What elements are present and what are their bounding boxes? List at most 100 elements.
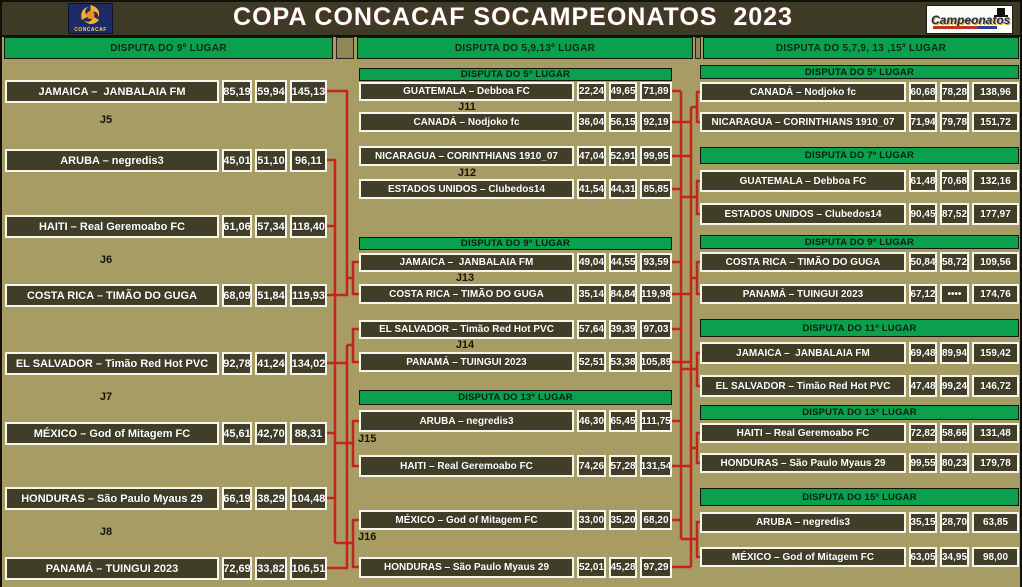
team-name: HONDURAS – São Paulo Myaus 29	[5, 487, 219, 510]
team-name: JAMAICA – JANBALAIA FM	[700, 342, 906, 364]
game-label: J12	[457, 167, 477, 179]
score-total: 63,85	[972, 512, 1019, 533]
score-game1: 85,19	[222, 80, 252, 103]
team-name: HAITI – Real Geremoabo FC	[700, 423, 906, 443]
score-game2: 53,38	[609, 352, 637, 372]
header-gap	[336, 37, 354, 59]
score-game2: 57,34	[255, 215, 287, 238]
page-title: COPA CONCACAF SOCAMPEONATOS 2023	[233, 3, 793, 31]
score-game1: 52,51	[577, 352, 606, 372]
score-game1: 33,00	[577, 510, 606, 530]
score-game2: 65,45	[609, 410, 637, 432]
score-game1: 35,15	[909, 512, 937, 533]
game-label: J8	[99, 526, 113, 538]
score-game2: 39,39	[609, 320, 637, 339]
team-name: EL SALVADOR – Timão Red Hot PVC	[359, 320, 574, 339]
concacaf-logo-label: CONCACAF	[74, 27, 107, 33]
score-total: 177,97	[972, 203, 1019, 225]
score-game2: 80,23	[940, 453, 969, 473]
concacaf-logo: CONCACAF	[68, 3, 113, 34]
team-row: MÉXICO – God of Mitagem FC 45,61 42,70 8…	[5, 422, 327, 445]
team-row: HONDURAS – São Paulo Myaus 29 52,01 45,2…	[359, 557, 672, 578]
team-name: CANADÁ – Nodjoko fc	[359, 112, 574, 132]
team-name: GUATEMALA – Debboa FC	[700, 170, 906, 192]
score-total: 174,76	[972, 284, 1019, 304]
score-game2-hidden-overflow: ••••	[940, 284, 969, 304]
score-game2: 51,84	[255, 284, 287, 307]
score-game2: 44,31	[609, 179, 637, 199]
score-total: 93,59	[640, 253, 672, 272]
section-header: DISPUTA DO 5º LUGAR	[359, 68, 672, 81]
column-header-middle: DISPUTA DO 5,9,13º LUGAR	[357, 37, 693, 59]
title-bar: COPA CONCACAF SOCAMPEONATOS 2023 CONCACA…	[2, 2, 1020, 37]
section-header: DISPUTA DO 11º LUGAR	[700, 319, 1019, 337]
score-game2: 87,52	[940, 203, 969, 225]
score-game2: 70,68	[940, 170, 969, 192]
game-label: J5	[99, 114, 113, 126]
score-total: 159,42	[972, 342, 1019, 364]
score-total: 85,85	[640, 179, 672, 199]
game-label: J14	[455, 339, 475, 351]
score-game1: 61,48	[909, 170, 937, 192]
score-game2: 99,24	[940, 375, 969, 397]
game-label: J16	[358, 531, 377, 543]
score-total: 97,03	[640, 320, 672, 339]
team-row: ARUBA – negredis3 45,01 51,10 96,11	[5, 149, 327, 172]
score-game2: 78,28	[940, 82, 969, 102]
score-total: 88,31	[290, 422, 327, 445]
team-row: HONDURAS – São Paulo Myaus 29 66,19 38,2…	[5, 487, 327, 510]
score-game1: 45,61	[222, 422, 252, 445]
section-header: DISPUTA DO 9º LUGAR	[359, 237, 672, 250]
score-game2: 38,29	[255, 487, 287, 510]
top-hat-brim	[994, 15, 1008, 17]
team-row: CANADÁ – Nodjoko fc 60,68 78,28 138,96	[700, 82, 1019, 102]
team-row: NICARAGUA – CORINTHIANS 1910_07 71,94 79…	[700, 112, 1019, 132]
score-total: 119,93	[290, 284, 327, 307]
team-name: PANAMÁ – TUINGUI 2023	[5, 557, 219, 580]
team-name: HAITI – Real Geremoabo FC	[359, 455, 574, 477]
score-game1: 69,48	[909, 342, 937, 364]
score-total: 97,29	[640, 557, 672, 578]
team-name: CANADÁ – Nodjoko fc	[700, 82, 906, 102]
score-total: 99,95	[640, 146, 672, 166]
score-total: 146,72	[972, 375, 1019, 397]
score-total: 131,48	[972, 423, 1019, 443]
score-total: 92,19	[640, 112, 672, 132]
score-total: 68,20	[640, 510, 672, 530]
score-game1: 46,30	[577, 410, 606, 432]
score-game1: 99,55	[909, 453, 937, 473]
section-header: DISPUTA DO 15º LUGAR	[700, 488, 1019, 506]
score-game2: 42,70	[255, 422, 287, 445]
team-name: JAMAICA – JANBALAIA FM	[359, 253, 574, 272]
score-game1: 49,04	[577, 253, 606, 272]
score-game2: 44,55	[609, 253, 637, 272]
team-name: ARUBA – negredis3	[700, 512, 906, 533]
score-game2: 58,66	[940, 423, 969, 443]
score-game1: 61,06	[222, 215, 252, 238]
score-game2: 51,10	[255, 149, 287, 172]
score-game1: 63,05	[909, 547, 937, 567]
team-row: EL SALVADOR – Timão Red Hot PVC 92,78 41…	[5, 352, 327, 375]
team-name: PANAMÁ – TUINGUI 2023	[700, 284, 906, 304]
score-total: 138,96	[972, 82, 1019, 102]
score-game1: 35,14	[577, 284, 606, 304]
team-row: JAMAICA – JANBALAIA FM 85,19 59,94 145,1…	[5, 80, 327, 103]
game-label: J6	[99, 254, 113, 266]
team-row: COSTA RICA – TIMÃO DO GUGA 68,09 51,84 1…	[5, 284, 327, 307]
team-row: ESTADOS UNIDOS – Clubedos14 41,54 44,31 …	[359, 179, 672, 199]
team-row: CANADÁ – Nodjoko fc 36,04 56,15 92,19	[359, 112, 672, 132]
team-name: PANAMÁ – TUINGUI 2023	[359, 352, 574, 372]
score-total: 109,56	[972, 252, 1019, 272]
team-name: EL SALVADOR – Timão Red Hot PVC	[5, 352, 219, 375]
team-row: PANAMÁ – TUINGUI 2023 52,51 53,38 105,89	[359, 352, 672, 372]
team-row: ARUBA – negredis3 46,30 65,45 111,75	[359, 410, 672, 432]
score-game2: 57,28	[609, 455, 637, 477]
campeonatos-logo-text: Campeonatos	[931, 13, 1011, 27]
score-game2: 35,20	[609, 510, 637, 530]
team-row: ARUBA – negredis3 35,15 28,70 63,85	[700, 512, 1019, 533]
score-game1: 60,68	[909, 82, 937, 102]
score-game1: 66,19	[222, 487, 252, 510]
team-name: EL SALVADOR – Timão Red Hot PVC	[700, 375, 906, 397]
team-row: GUATEMALA – Debboa FC 61,48 70,68 132,16	[700, 170, 1019, 192]
concacaf-swirl-icon	[81, 5, 100, 25]
